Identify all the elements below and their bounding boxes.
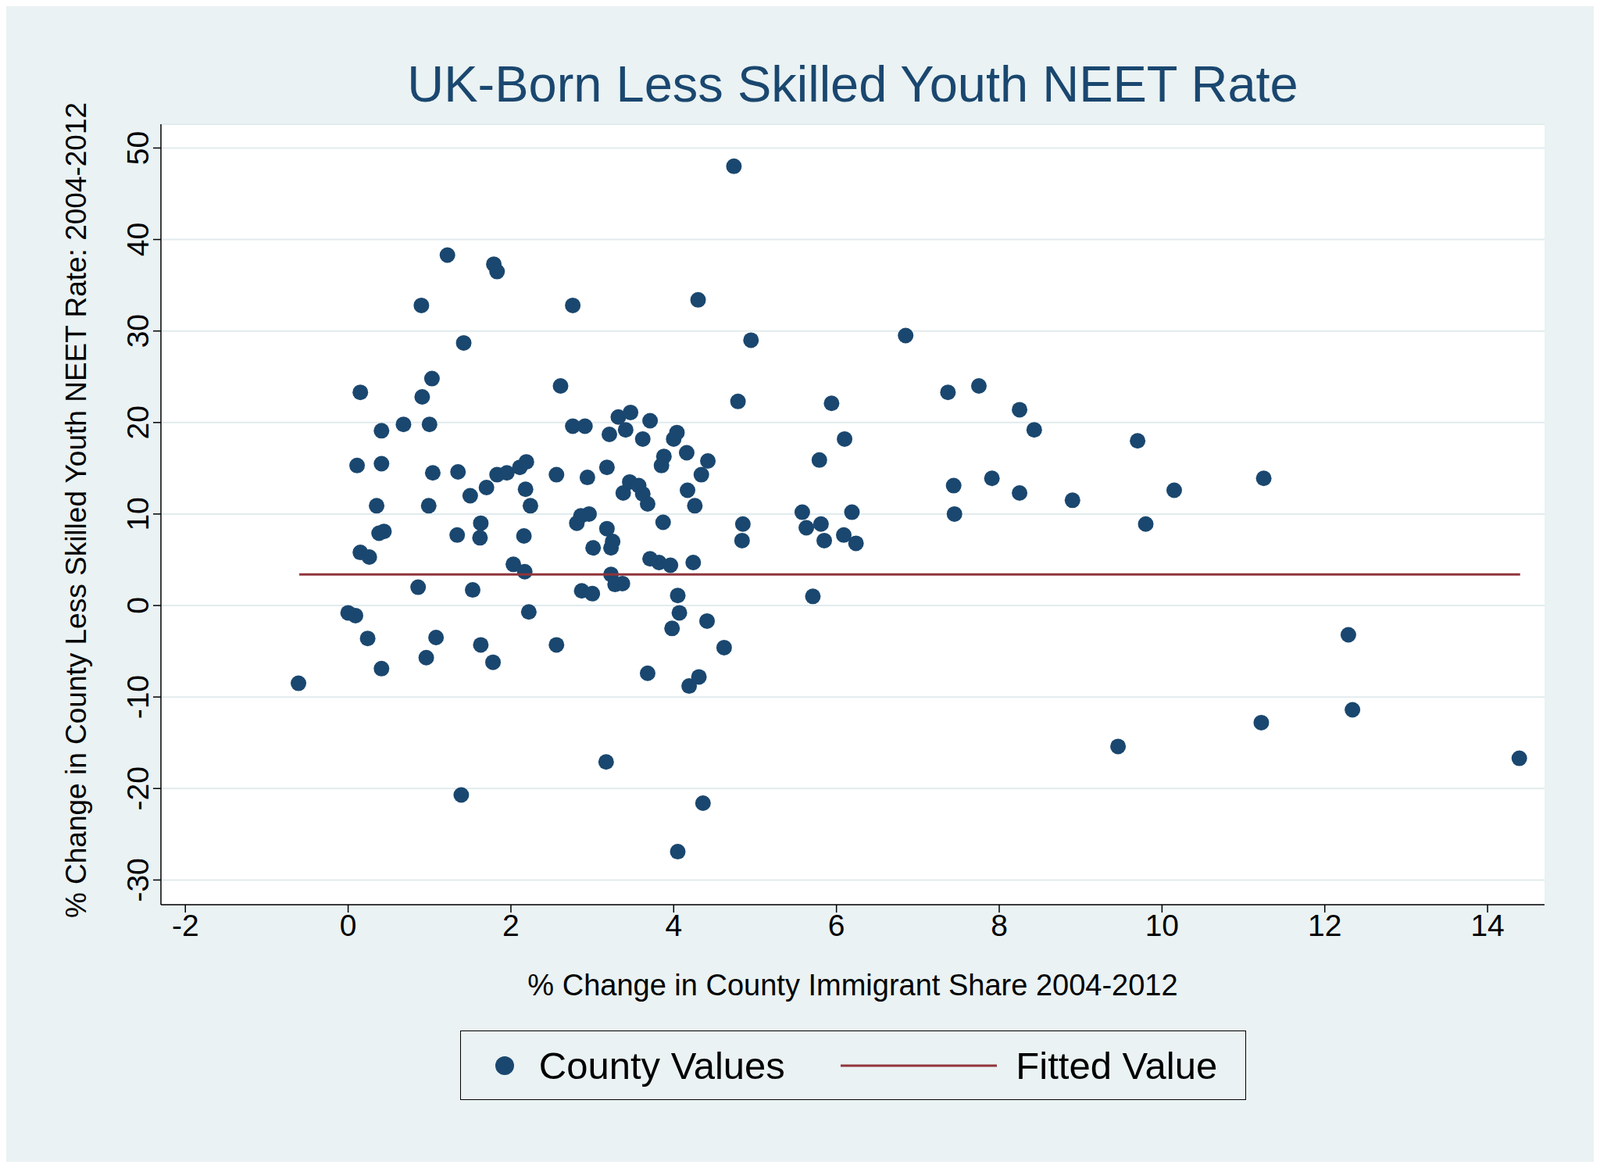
svg-text:40: 40 — [121, 222, 155, 257]
svg-text:-20: -20 — [121, 766, 155, 811]
html-text:UK-Born Less Skilled Youth NEE: UK-Born Less Skilled Youth NEET Rate — [407, 55, 1299, 113]
svg-text:0: 0 — [339, 908, 358, 943]
svg-text:-10: -10 — [121, 675, 155, 719]
html-text:County Values: County Values — [538, 1044, 785, 1087]
svg-text:50: 50 — [121, 131, 155, 165]
html-text:% Change in County Immigrant S: % Change in County Immigrant Share 2004-… — [527, 968, 1178, 1002]
svg-text:6: 6 — [828, 908, 846, 943]
svg-text:30: 30 — [121, 314, 155, 348]
svg-text:-2: -2 — [171, 908, 200, 943]
svg-text:10: 10 — [121, 496, 155, 531]
svg-text:2: 2 — [502, 908, 520, 943]
html-text:Fitted Value: Fitted Value — [1015, 1044, 1218, 1087]
svg-text:12: 12 — [1307, 908, 1342, 943]
svg-text:20: 20 — [121, 405, 155, 440]
svg-text:8: 8 — [990, 908, 1008, 943]
svg-text:10: 10 — [1145, 908, 1179, 943]
svg-text:14: 14 — [1470, 908, 1504, 943]
svg-text:-30: -30 — [121, 857, 155, 902]
svg-text:4: 4 — [664, 908, 683, 943]
svg-text:0: 0 — [121, 596, 155, 615]
html-text:% Change in County Less Skille: % Change in County Less Skilled Youth NE… — [60, 102, 93, 919]
